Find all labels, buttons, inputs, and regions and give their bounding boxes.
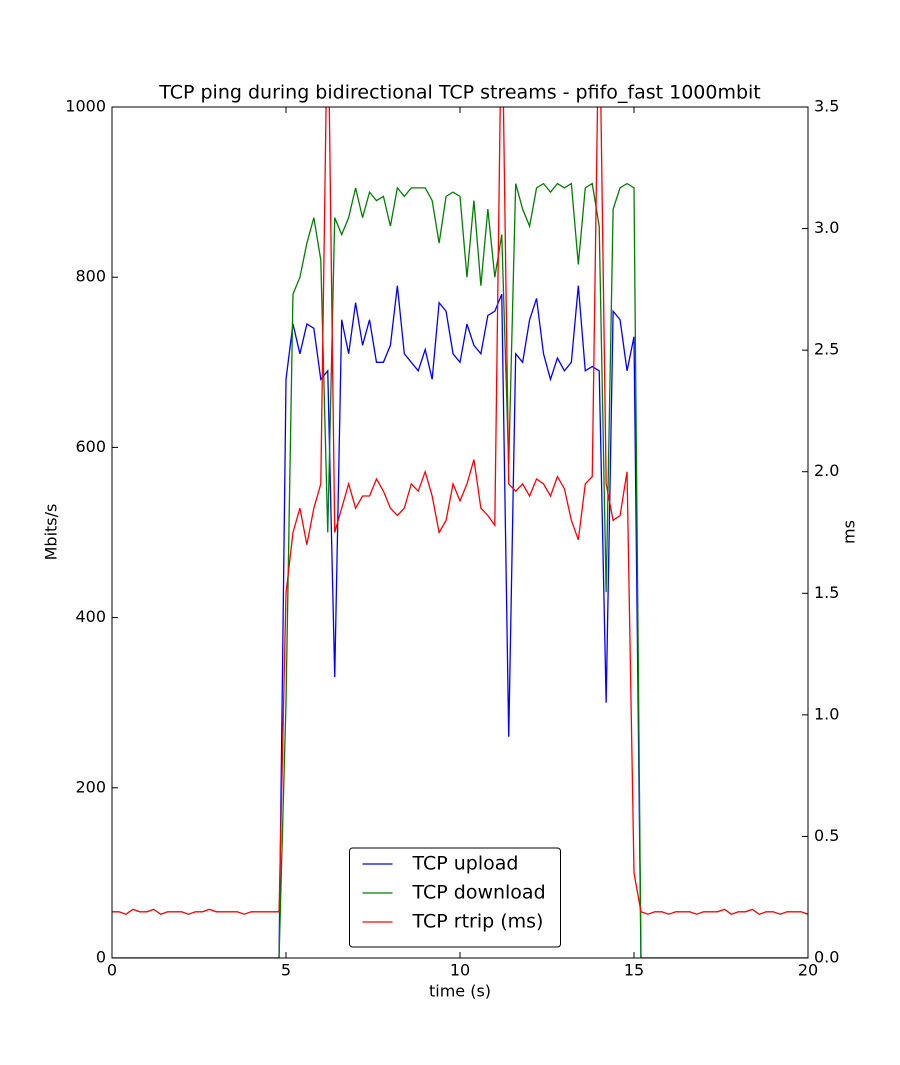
y-tick-label: 200 (75, 777, 106, 796)
x-tick-label: 0 (107, 961, 117, 980)
y-tick-label: 600 (75, 437, 106, 456)
y2-tick-label: 3.5 (814, 97, 839, 116)
legend-label: TCP rtrip (ms) (412, 911, 544, 933)
plot-area (112, 107, 808, 958)
y-tick-label: 400 (75, 607, 106, 626)
y2-axis-label: ms (840, 520, 859, 544)
series-line (112, 285, 808, 958)
series-line (112, 107, 808, 915)
legend-label: TCP upload (412, 853, 519, 875)
y-tick-label: 0 (96, 948, 106, 967)
series-line (112, 182, 808, 958)
legend-box (349, 847, 561, 948)
x-tick-label: 10 (450, 961, 470, 980)
y2-tick-label: 2.0 (814, 461, 839, 480)
x-tick-label: 15 (624, 961, 644, 980)
y2-tick-label: 2.5 (814, 340, 839, 359)
chart-title: TCP ping during bidirectional TCP stream… (158, 82, 761, 104)
y2-tick-label: 1.5 (814, 583, 839, 602)
y-axis-label: Mbits/s (42, 504, 61, 561)
y2-tick-label: 0.5 (814, 826, 839, 845)
x-tick-label: 5 (281, 961, 291, 980)
y2-tick-label: 0.0 (814, 948, 839, 967)
x-axis-label: time (s) (429, 982, 491, 1001)
y2-tick-label: 3.0 (814, 218, 839, 237)
y2-tick-label: 1.0 (814, 704, 839, 723)
x-tick-label: 20 (798, 961, 818, 980)
legend-label: TCP download (412, 882, 546, 904)
y-tick-label: 1000 (65, 97, 106, 116)
y-tick-label: 800 (75, 267, 106, 286)
